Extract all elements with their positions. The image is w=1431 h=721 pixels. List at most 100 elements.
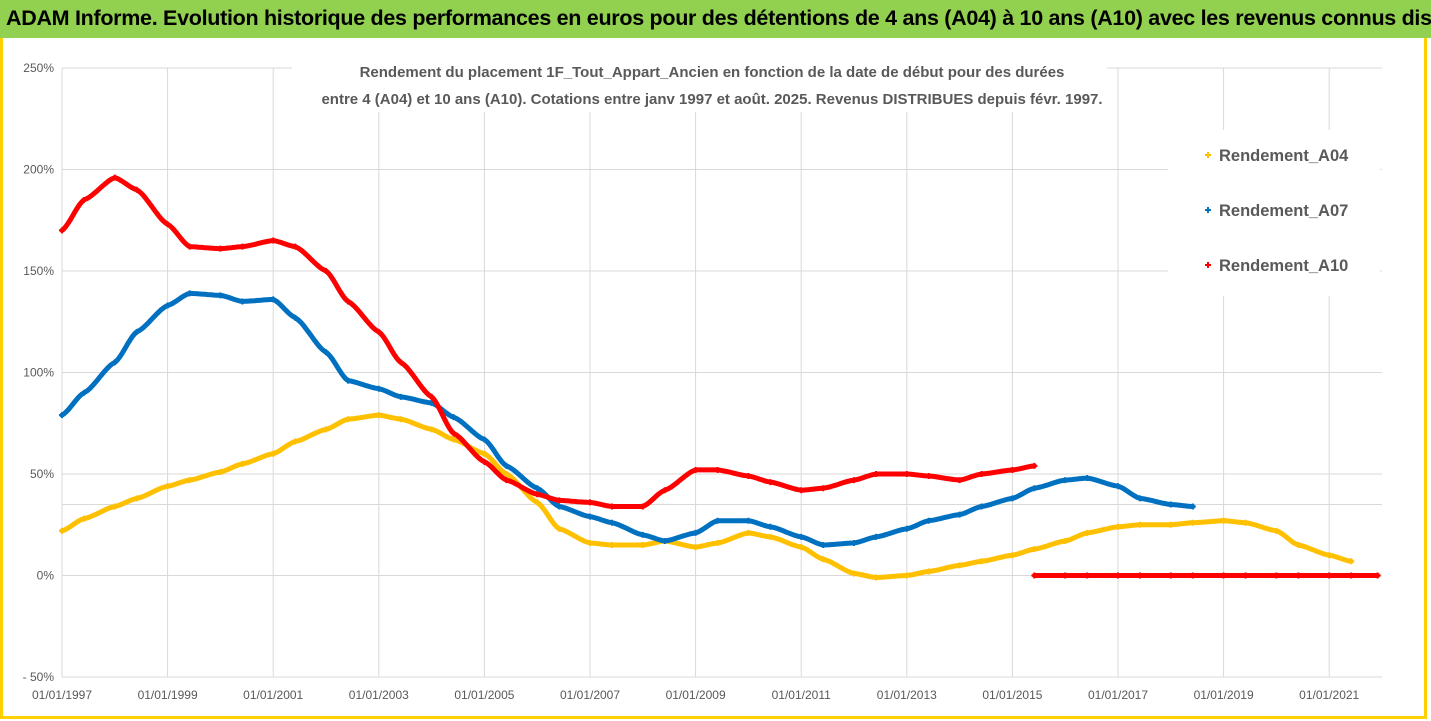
data-point — [81, 196, 87, 203]
x-tick-label: 01/01/2017 — [1088, 688, 1148, 702]
data-point — [956, 511, 963, 518]
data-point — [270, 450, 277, 457]
x-tick-label: 01/01/2005 — [454, 688, 514, 702]
data-point — [428, 426, 435, 433]
data-point — [1115, 523, 1121, 530]
legend-label: Rendement_A07 — [1219, 202, 1348, 220]
data-point — [1115, 483, 1121, 490]
data-point — [1009, 552, 1016, 559]
chart-subtitle: Rendement du placement 1F_Tout_Appart_An… — [292, 52, 1107, 112]
data-point — [292, 314, 299, 321]
x-tick-label: 01/01/2019 — [1194, 688, 1254, 702]
data-point — [345, 298, 351, 305]
data-point — [556, 503, 563, 510]
data-point — [767, 533, 774, 540]
data-point — [956, 477, 963, 484]
data-point — [873, 471, 879, 477]
data-point — [903, 471, 910, 477]
y-tick-label: 50% — [30, 467, 54, 481]
data-point — [450, 436, 457, 443]
data-point — [164, 221, 171, 228]
x-tick-label: 01/01/2007 — [560, 688, 620, 702]
data-point — [345, 416, 351, 423]
data-point — [978, 558, 985, 565]
header-banner: ADAM Informe. Evolution historique des p… — [0, 0, 1431, 38]
data-point — [661, 487, 668, 494]
legend-marker — [1205, 152, 1211, 158]
x-tick-label: 01/01/1999 — [138, 688, 198, 702]
data-point — [1273, 527, 1280, 534]
data-point — [323, 426, 329, 433]
data-point — [1295, 542, 1302, 549]
data-point — [1062, 572, 1069, 579]
data-point — [1326, 552, 1333, 559]
data-point — [609, 542, 615, 549]
data-point — [292, 243, 299, 250]
data-point — [1137, 495, 1143, 502]
data-series — [59, 174, 1381, 581]
x-tick-label: 01/01/2003 — [349, 688, 409, 702]
data-point — [1115, 572, 1121, 579]
data-point — [1031, 546, 1038, 553]
data-point — [239, 460, 246, 467]
data-point — [133, 328, 140, 335]
y-tick-label: 0% — [37, 569, 55, 583]
data-point — [714, 540, 721, 547]
data-point — [798, 487, 805, 494]
data-point — [217, 245, 224, 252]
data-point — [925, 473, 932, 480]
series-rendement_a10 — [59, 174, 1038, 510]
y-tick-label: 100% — [23, 366, 54, 380]
x-tick-label: 01/01/2015 — [982, 688, 1042, 702]
data-point — [534, 491, 541, 498]
data-point — [1031, 485, 1038, 492]
data-point — [978, 471, 985, 477]
data-point — [978, 503, 985, 510]
data-point — [1326, 572, 1333, 579]
data-point — [1062, 477, 1069, 484]
data-point — [1167, 501, 1174, 508]
data-point — [1374, 572, 1381, 579]
data-point — [1189, 572, 1196, 579]
data-point — [59, 412, 65, 419]
legend: Rendement_A04 Rendement_A07 Rendement_A10 — [1168, 130, 1380, 296]
data-point — [375, 385, 382, 392]
data-point — [292, 438, 299, 445]
series-trace — [59, 175, 1037, 509]
data-point — [639, 531, 646, 538]
y-tick-label: - 50% — [23, 670, 55, 684]
subtitle-line-1: Rendement du placement 1F_Tout_Appart_An… — [360, 64, 1065, 81]
data-point — [217, 292, 224, 299]
data-point — [1242, 519, 1249, 526]
data-point — [692, 544, 699, 551]
data-point — [133, 495, 140, 502]
x-axis-ticks: 01/01/1997 01/01/1999 01/01/2001 01/01/2003… — [32, 688, 1360, 702]
data-point — [217, 468, 224, 475]
data-point — [767, 523, 774, 530]
data-point — [639, 503, 646, 510]
data-point — [503, 477, 510, 484]
data-point — [239, 298, 246, 305]
data-point — [1242, 572, 1249, 579]
data-point — [1084, 529, 1091, 536]
y-tick-label: 250% — [23, 61, 54, 75]
x-tick-label: 01/01/2021 — [1299, 688, 1359, 702]
data-point — [397, 393, 404, 400]
data-point — [745, 517, 752, 524]
data-point — [1220, 572, 1227, 579]
data-point — [397, 416, 404, 423]
data-point — [59, 527, 65, 534]
data-point — [397, 359, 404, 366]
data-point — [1295, 572, 1302, 579]
data-point — [1189, 503, 1196, 510]
data-point — [609, 503, 615, 510]
data-point — [81, 389, 87, 396]
data-point — [375, 412, 382, 419]
data-point — [186, 290, 193, 297]
data-point — [534, 499, 541, 506]
data-point — [81, 515, 87, 522]
data-point — [798, 544, 805, 551]
data-point — [714, 466, 721, 473]
data-point — [851, 540, 857, 547]
